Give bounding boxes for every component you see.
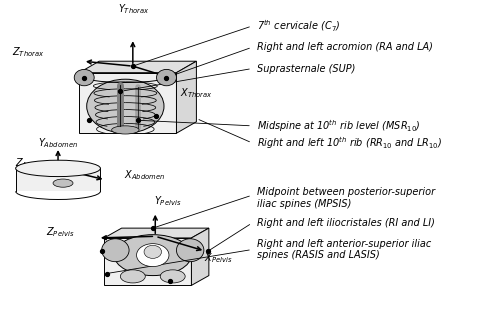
Text: $Z_{Abdomen}$: $Z_{Abdomen}$ — [14, 156, 56, 170]
Ellipse shape — [176, 239, 204, 262]
Ellipse shape — [156, 70, 176, 86]
Ellipse shape — [74, 70, 94, 86]
Text: Suprasternale (SUP): Suprasternale (SUP) — [258, 64, 356, 74]
Text: $Z_{Thorax}$: $Z_{Thorax}$ — [12, 45, 44, 59]
Text: Right and left acromion (RA and LA): Right and left acromion (RA and LA) — [258, 42, 434, 52]
Bar — [79, 73, 176, 133]
Ellipse shape — [160, 270, 185, 283]
Text: $Y_{Pelvis}$: $Y_{Pelvis}$ — [154, 195, 182, 208]
Polygon shape — [79, 61, 196, 73]
Text: Right and left anterior-superior iliac
spines (RASIS and LASIS): Right and left anterior-superior iliac s… — [258, 239, 432, 260]
Bar — [16, 168, 100, 191]
Text: $X_{Thorax}$: $X_{Thorax}$ — [180, 86, 213, 100]
Ellipse shape — [86, 79, 164, 133]
Ellipse shape — [102, 239, 129, 262]
Text: $X_{Pelvis}$: $X_{Pelvis}$ — [204, 251, 233, 265]
Text: $Y_{Abdomen}$: $Y_{Abdomen}$ — [38, 136, 78, 150]
Text: $X_{Abdomen}$: $X_{Abdomen}$ — [124, 169, 166, 182]
Text: Midpoint between posterior-superior
iliac spines (MPSIS): Midpoint between posterior-superior ilia… — [258, 187, 436, 209]
Text: Right and left iliocristales (RI and LI): Right and left iliocristales (RI and LI) — [258, 218, 436, 228]
Text: 7$^{th}$ cervicale ($C_7$): 7$^{th}$ cervicale ($C_7$) — [258, 18, 341, 34]
Polygon shape — [104, 228, 209, 238]
Polygon shape — [176, 61, 197, 133]
Ellipse shape — [144, 245, 162, 258]
Text: Midspine at 10$^{th}$ rib level ($MSR_{10}$): Midspine at 10$^{th}$ rib level ($MSR_{1… — [258, 118, 421, 134]
Ellipse shape — [120, 270, 146, 283]
Polygon shape — [192, 228, 209, 285]
Ellipse shape — [136, 244, 169, 266]
Ellipse shape — [16, 160, 100, 177]
Text: $Y_{Thorax}$: $Y_{Thorax}$ — [118, 2, 150, 16]
Ellipse shape — [114, 235, 192, 276]
Bar — [104, 238, 192, 285]
Text: Right and left 10$^{th}$ rib ($RR_{10}$ and $LR_{10}$): Right and left 10$^{th}$ rib ($RR_{10}$ … — [258, 135, 442, 151]
Ellipse shape — [112, 126, 139, 134]
Text: $Z_{Pelvis}$: $Z_{Pelvis}$ — [46, 225, 74, 239]
Ellipse shape — [53, 179, 73, 187]
